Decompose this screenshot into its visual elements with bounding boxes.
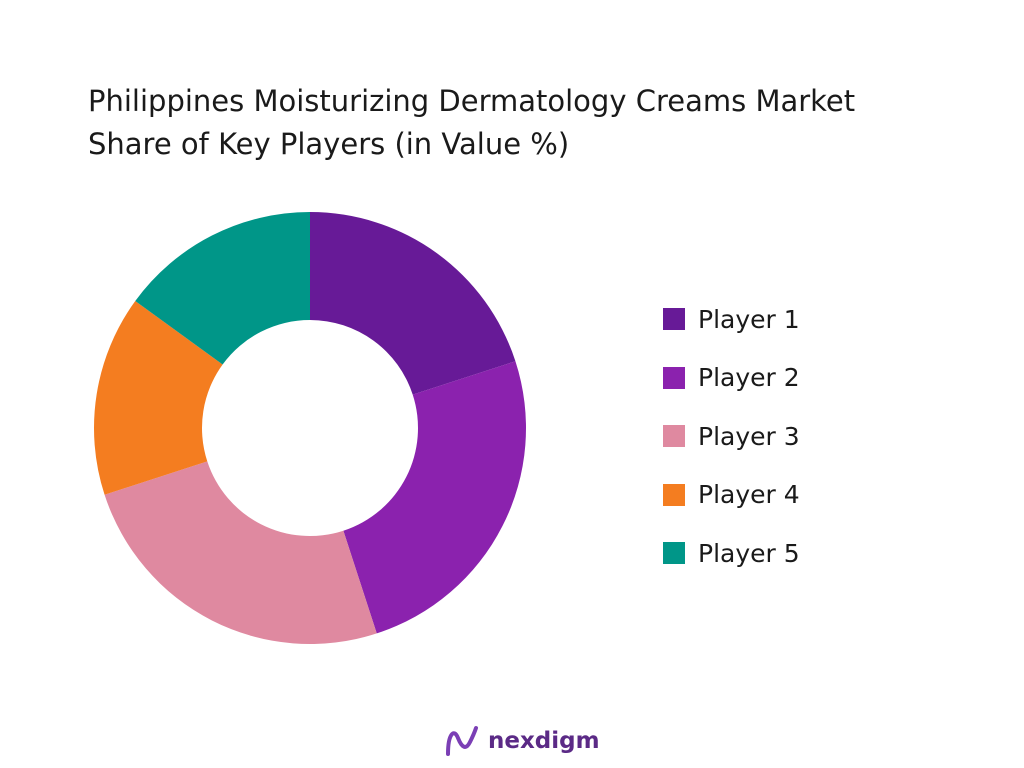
legend-label: Player 1 bbox=[698, 304, 800, 334]
legend-item: Player 3 bbox=[663, 407, 800, 466]
legend-label: Player 4 bbox=[698, 480, 800, 510]
legend-swatch bbox=[663, 308, 685, 331]
nexdigm-logo-icon bbox=[446, 726, 478, 756]
chart-title: Philippines Moisturizing Dermatology Cre… bbox=[88, 84, 856, 161]
legend-swatch bbox=[663, 542, 685, 565]
donut-slice-5 bbox=[135, 212, 310, 365]
legend-label: Player 3 bbox=[698, 421, 800, 451]
legend: Player 1 Player 2 Player 3 Player 4 Player 5 bbox=[663, 290, 800, 583]
legend-swatch bbox=[663, 483, 685, 506]
brand-name: nexdigm bbox=[488, 728, 600, 754]
donut-slice-1 bbox=[310, 212, 516, 395]
brand-logo: nexdigm bbox=[444, 724, 600, 758]
legend-label: Player 2 bbox=[698, 363, 800, 393]
legend-item: Player 1 bbox=[663, 290, 800, 349]
legend-item: Player 2 bbox=[663, 349, 800, 408]
legend-item: Player 5 bbox=[663, 524, 800, 583]
legend-item: Player 4 bbox=[663, 466, 800, 525]
legend-swatch bbox=[663, 366, 685, 389]
donut-slice-4 bbox=[94, 301, 223, 495]
legend-swatch bbox=[663, 425, 685, 448]
legend-label: Player 5 bbox=[698, 538, 800, 568]
donut-slice-2 bbox=[343, 361, 526, 634]
donut-slice-3 bbox=[104, 461, 377, 644]
